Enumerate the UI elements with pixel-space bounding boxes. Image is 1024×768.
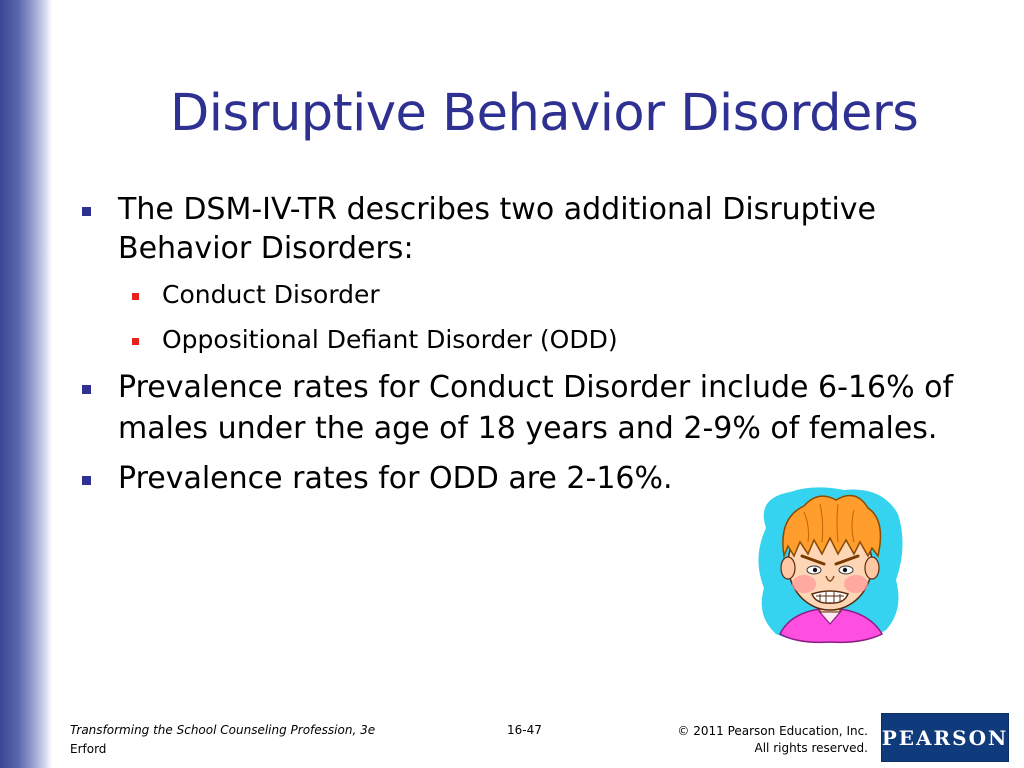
bullet-2-line-2: males under the age of 18 years and 2-9%…: [118, 411, 938, 446]
bullet-marker-1: [82, 207, 91, 216]
bullet-marker-2: [82, 385, 91, 394]
pearson-logo-text: PEARSON: [881, 725, 1009, 750]
bullet-3-line-1: Prevalence rates for ODD are 2-16%.: [118, 461, 673, 496]
sub-bullet-marker-1: [132, 293, 139, 300]
bullet-marker-3: [82, 476, 91, 485]
footer-author: Erford: [70, 742, 107, 756]
angry-child-clipart: [758, 487, 903, 644]
sub-bullet-odd: Oppositional Defiant Disorder (ODD): [162, 325, 618, 354]
bullet-2-line-1: Prevalence rates for Conduct Disorder in…: [118, 370, 954, 405]
pearson-logo: PEARSON: [881, 713, 1009, 762]
footer-page-number: 16-47: [507, 723, 542, 737]
sub-bullet-conduct-disorder: Conduct Disorder: [162, 280, 380, 309]
sidebar-gradient-bar: [0, 0, 52, 768]
copyright-line-1: © 2011 Pearson Education, Inc.: [677, 724, 868, 738]
bullet-1-line-2: Behavior Disorders:: [118, 231, 414, 266]
footer-copyright: © 2011 Pearson Education, Inc. All right…: [650, 723, 868, 757]
slide-title: Disruptive Behavior Disorders: [170, 84, 919, 143]
bullet-1-line-1: The DSM-IV-TR describes two additional D…: [118, 192, 877, 227]
sub-bullet-marker-2: [132, 338, 139, 345]
copyright-line-2: All rights reserved.: [754, 741, 869, 755]
footer-book-title: Transforming the School Counseling Profe…: [70, 723, 376, 737]
